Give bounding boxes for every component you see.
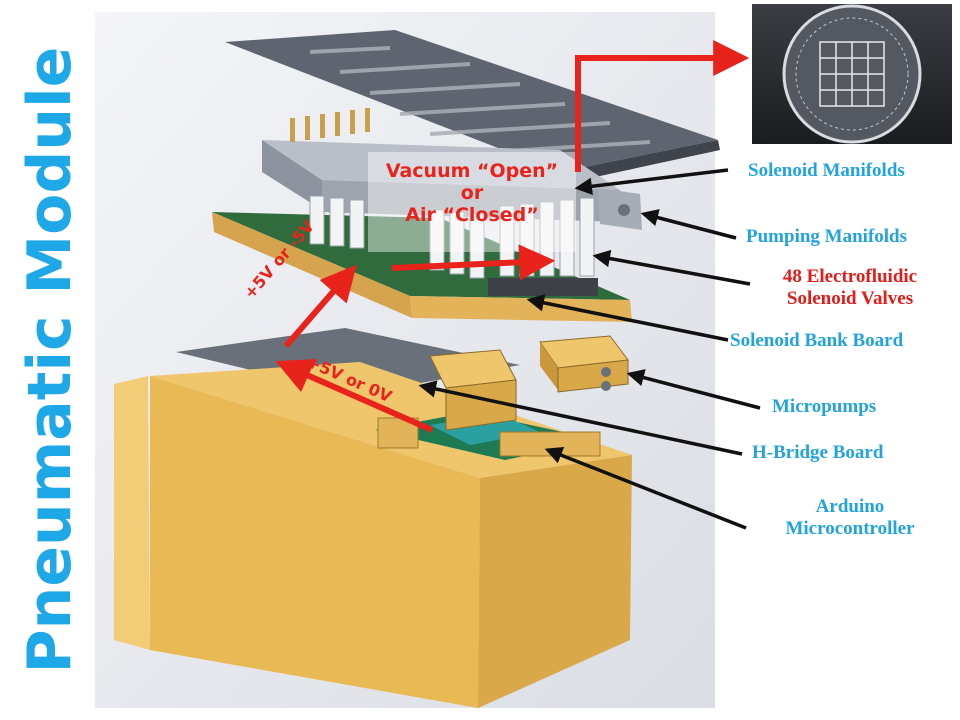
- lower-cover-sheet: [176, 328, 520, 395]
- vacuum-line-3: Air “Closed”: [405, 204, 539, 226]
- micropumps-group: [429, 335, 629, 431]
- callout-leader-lines: [418, 168, 761, 530]
- vacuum-air-note: Vacuum “Open” or Air “Closed”: [372, 160, 572, 226]
- label-arduino-line-2: Microcontroller: [785, 518, 915, 539]
- label-bank-board: Solenoid Bank Board: [730, 330, 904, 351]
- solenoid-manifold-block: [262, 108, 642, 230]
- label-pumping-manifolds: Pumping Manifolds: [746, 226, 908, 247]
- label-solenoid-valves: 48 Electrofluidic Solenoid Valves: [760, 266, 940, 310]
- leader-solenoid-manifolds: [574, 168, 729, 196]
- electronics-boards: [375, 412, 601, 460]
- arrow-to-solenoid-board: [283, 264, 357, 348]
- label-valves-line-2: Solenoid Valves: [786, 288, 914, 309]
- arrow-to-lower-sheet: [275, 359, 434, 433]
- label-solenoid-manifolds: Solenoid Manifolds: [748, 160, 905, 181]
- leader-micropumps: [626, 369, 761, 410]
- leader-arduino: [544, 446, 747, 530]
- red-signal-arrows: [275, 40, 750, 433]
- label-hbridge: H-Bridge Board: [752, 442, 884, 463]
- label-valves-line-1: 48 Electrofluidic: [782, 266, 918, 287]
- page-title: Pneumatic Module: [15, 46, 85, 674]
- vacuum-line-1: Vacuum “Open”: [385, 160, 559, 182]
- vacuum-line-2: or: [460, 182, 484, 204]
- label-micropumps: Micropumps: [772, 396, 877, 417]
- label-arduino: Arduino Microcontroller: [760, 496, 940, 540]
- arrow-to-chip: [575, 40, 750, 172]
- leader-bank-board: [526, 294, 729, 342]
- leader-hbridge: [418, 380, 743, 456]
- annotation-highlight-box: [368, 152, 576, 252]
- microfluidic-chip-photo: [752, 4, 952, 144]
- label-arduino-line-1: Arduino: [815, 496, 885, 517]
- leader-pumping-manifolds: [640, 209, 737, 240]
- leader-solenoid-valves: [592, 249, 751, 286]
- arrow-to-valves: [391, 244, 556, 281]
